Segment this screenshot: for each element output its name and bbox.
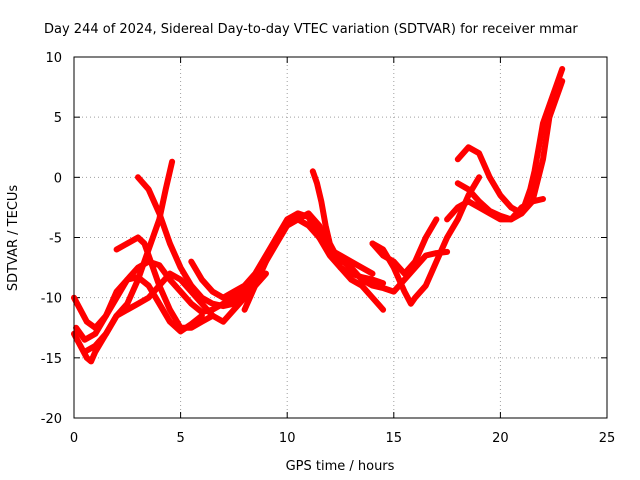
x-tick-label: 15 [386,431,403,446]
series-track-15 [454,66,566,223]
chart-title: Day 244 of 2024, Sidereal Day-to-day VTE… [44,22,578,37]
series-layer [71,66,566,365]
x-axis-label: GPS time / hours [286,459,395,474]
y-tick-label: -10 [41,292,62,307]
y-tick-label: -20 [41,412,62,427]
y-tick-label: 0 [54,171,62,186]
series-track-12 [369,174,483,307]
series-track-5 [81,270,269,355]
x-tick-label: 25 [599,431,616,446]
y-tick-label: 10 [45,51,62,66]
tick-layer: 0 5 10 15 20 25 -20 -15 -10 -5 0 5 10 [41,51,616,446]
series-track-11 [369,216,440,277]
x-tick-label: 0 [70,431,78,446]
y-tick-label: -5 [49,232,62,247]
series-track-6 [113,234,216,331]
series-track-10 [309,168,451,295]
grid-layer [74,57,607,418]
plot-frame [73,56,608,419]
y-axis-label: SDTVAR / TECUs [6,185,21,292]
y-tick-label: -15 [41,352,62,367]
x-tick-label: 5 [176,431,184,446]
x-tick-label: 20 [492,431,509,446]
x-tick-label: 10 [279,431,296,446]
y-tick-label: 5 [54,111,62,126]
series-track-9 [241,210,387,313]
series-track-2 [73,274,205,343]
